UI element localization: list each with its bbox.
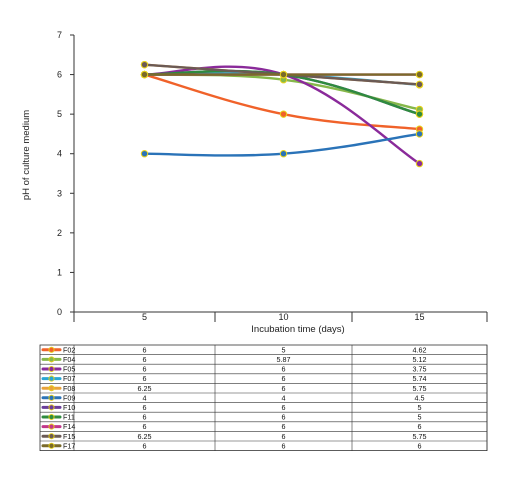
data-point	[415, 110, 424, 118]
y-tick-label: 4	[57, 149, 62, 159]
table-cell: 5.74	[413, 374, 427, 383]
table-cell: 3.75	[413, 365, 427, 374]
data-point	[415, 130, 424, 138]
table-row-F17: F17 6 6 6	[41, 441, 422, 450]
table-cell: 6	[418, 441, 422, 450]
table-cell: 6	[143, 355, 147, 364]
table-cell: 6	[282, 413, 286, 422]
legend-label: F15	[63, 432, 75, 441]
table-cell: 5	[418, 403, 422, 412]
legend-key-marker	[48, 442, 55, 449]
table-row-F05: F05 6 6 3.75	[41, 365, 427, 374]
legend-key-marker	[48, 365, 55, 373]
y-tick-label: 0	[57, 307, 62, 317]
data-point	[279, 70, 288, 79]
table-row-F09: F09 4 4 4.5	[41, 393, 425, 402]
legend-label: F09	[63, 393, 75, 402]
legend-key-marker	[48, 433, 55, 440]
table-cell: 5	[418, 413, 422, 422]
legend-key-marker	[48, 375, 55, 382]
table-cell: 6.25	[138, 432, 152, 441]
data-point	[140, 150, 149, 158]
y-tick-label: 1	[57, 267, 62, 277]
table-cell: 5.75	[413, 432, 427, 441]
legend-label: F14	[63, 422, 75, 431]
y-tick-label: 3	[57, 188, 62, 198]
table-row-F04: F04 6 5.87 5.12	[41, 355, 427, 364]
legend-label: F11	[63, 413, 75, 422]
table-cell: 6	[282, 365, 286, 374]
table-cell: 6	[282, 384, 286, 393]
y-tick-label: 6	[57, 70, 62, 80]
y-tick-label: 5	[57, 109, 62, 119]
table-cell: 4.62	[413, 345, 427, 354]
series-F17	[140, 70, 424, 79]
x-tick-label: 15	[414, 312, 424, 322]
table-cell: 6	[418, 422, 422, 431]
data-point	[140, 70, 149, 79]
legend-key-marker	[48, 385, 55, 392]
y-tick-label: 2	[57, 228, 62, 238]
y-tick-label: 7	[57, 30, 62, 40]
legend-label: F07	[63, 374, 75, 383]
y-axis-title: pH of culture medium	[21, 110, 32, 200]
legend-key-marker	[48, 346, 55, 353]
table-row-F07: F07 6 6 5.74	[41, 374, 427, 383]
legend-key-marker	[48, 413, 55, 421]
table-cell: 6	[282, 432, 286, 441]
table-cell: 5.87	[277, 355, 291, 364]
table-cell: 6.25	[138, 384, 152, 393]
legend-key-marker	[48, 356, 55, 363]
legend-label: F10	[63, 403, 75, 412]
table-cell: 5.75	[413, 384, 427, 393]
x-tick-label: 10	[278, 312, 288, 322]
table-row-F14: F14 6 6 6	[41, 422, 422, 431]
table-cell: 6	[143, 403, 147, 412]
table-cell: 4.5	[415, 393, 425, 402]
legend-label: F08	[63, 384, 75, 393]
table-row-F02: F02 6 5 4.62	[41, 345, 427, 354]
data-point	[279, 150, 288, 158]
table-cell: 6	[143, 413, 147, 422]
table-cell: 6	[143, 365, 147, 374]
table-cell: 6	[143, 374, 147, 383]
table-cell: 5	[282, 345, 286, 354]
axes: 0 1 2 3 4 5 6 7 5 10 15	[57, 30, 488, 322]
data-point	[279, 110, 288, 118]
series-F09	[140, 130, 424, 158]
table-row-F08: F08 6.25 6 5.75	[41, 384, 427, 393]
data-point	[140, 60, 149, 69]
legend-label: F04	[63, 355, 75, 364]
table-cell: 6	[143, 345, 147, 354]
table-row-F15: F15 6.25 6 5.75	[41, 432, 427, 441]
table-cell: 5.12	[413, 355, 427, 364]
table-cell: 6	[282, 422, 286, 431]
x-tick-label: 5	[142, 312, 147, 322]
legend-label: F05	[63, 365, 75, 374]
legend-key-marker	[48, 423, 55, 430]
table-cell: 6	[143, 422, 147, 431]
table-cell: 4	[282, 393, 286, 402]
table-row-F10: F10 6 6 5	[41, 403, 422, 412]
table-cell: 6	[282, 374, 286, 383]
table-row-F11: F11 6 6 5	[41, 413, 422, 422]
table-cell: 6	[282, 441, 286, 450]
table-cell: 4	[143, 393, 147, 402]
data-point	[415, 159, 424, 168]
series-layer	[140, 60, 424, 168]
table-cell: 6	[143, 441, 147, 450]
data-point	[415, 70, 424, 79]
table-cell: 6	[282, 403, 286, 412]
legend-key-marker	[48, 394, 55, 401]
legend-key-marker	[48, 404, 55, 411]
x-axis-title: Incubation time (days)	[251, 324, 344, 335]
legend-label: F02	[63, 345, 75, 354]
legend-label: F17	[63, 441, 75, 450]
data-point	[415, 80, 424, 89]
